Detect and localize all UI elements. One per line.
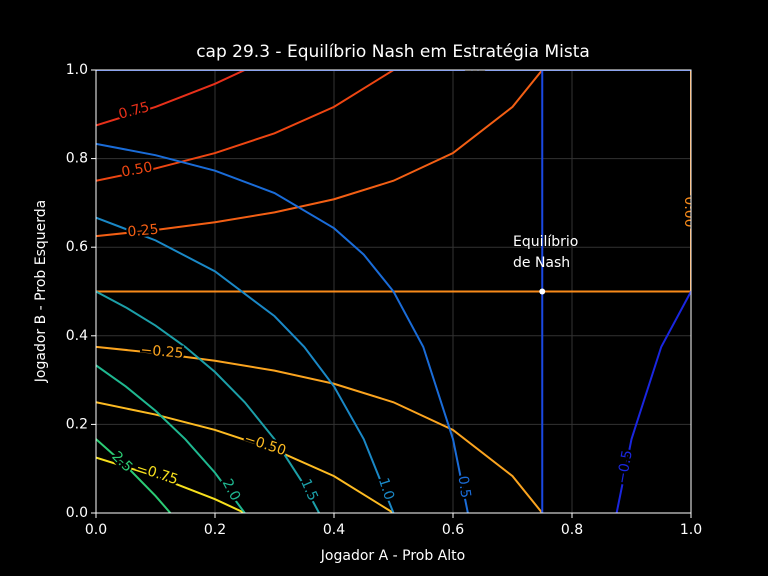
contour-label: 0.25 [127, 222, 159, 241]
x-tick-label: 0.6 [442, 522, 464, 538]
contour-line [96, 70, 395, 182]
contour-label: 0.0 [464, 58, 486, 74]
contour-line [96, 216, 395, 513]
y-tick-label: 0.8 [66, 151, 88, 167]
x-tick-label: 0.2 [204, 522, 226, 538]
y-tick-label: 0.2 [66, 416, 88, 432]
plot-frame [95, 69, 692, 514]
contour-line [96, 290, 321, 513]
y-tick-label: 0.6 [66, 239, 88, 255]
x-tick-label: 0.4 [323, 522, 345, 538]
contour-line [96, 70, 246, 127]
x-tick-label: 0.0 [85, 522, 107, 538]
annotation: de Nash [513, 255, 570, 271]
x-tick-label: 1.0 [680, 522, 702, 538]
x-tick-label: 0.8 [561, 522, 583, 538]
contour-line [615, 291, 691, 513]
contour-label: −0.25 [140, 342, 184, 362]
x-axis-label: Jogador A - Prob Alto [320, 548, 465, 564]
contour-label: 0.5 [455, 475, 474, 499]
annotation: Equilíbrio [513, 234, 578, 250]
contour-line [96, 401, 395, 513]
contour-line [96, 364, 246, 513]
y-tick-label: 1.0 [66, 62, 88, 78]
contour-line [96, 70, 544, 238]
y-axis-label: Jogador B - Prob Esquerda [33, 200, 49, 383]
contour-line [96, 438, 172, 513]
contour-line [96, 142, 469, 513]
y-tick-label: 0.0 [66, 505, 88, 521]
contour-line [96, 345, 544, 513]
chart-title: cap 29.3 - Equilíbrio Nash em Estratégia… [196, 42, 590, 62]
contour-label: 0.00 [681, 196, 697, 227]
y-tick-label: 0.4 [66, 328, 88, 344]
equilibrium-point [539, 288, 546, 295]
